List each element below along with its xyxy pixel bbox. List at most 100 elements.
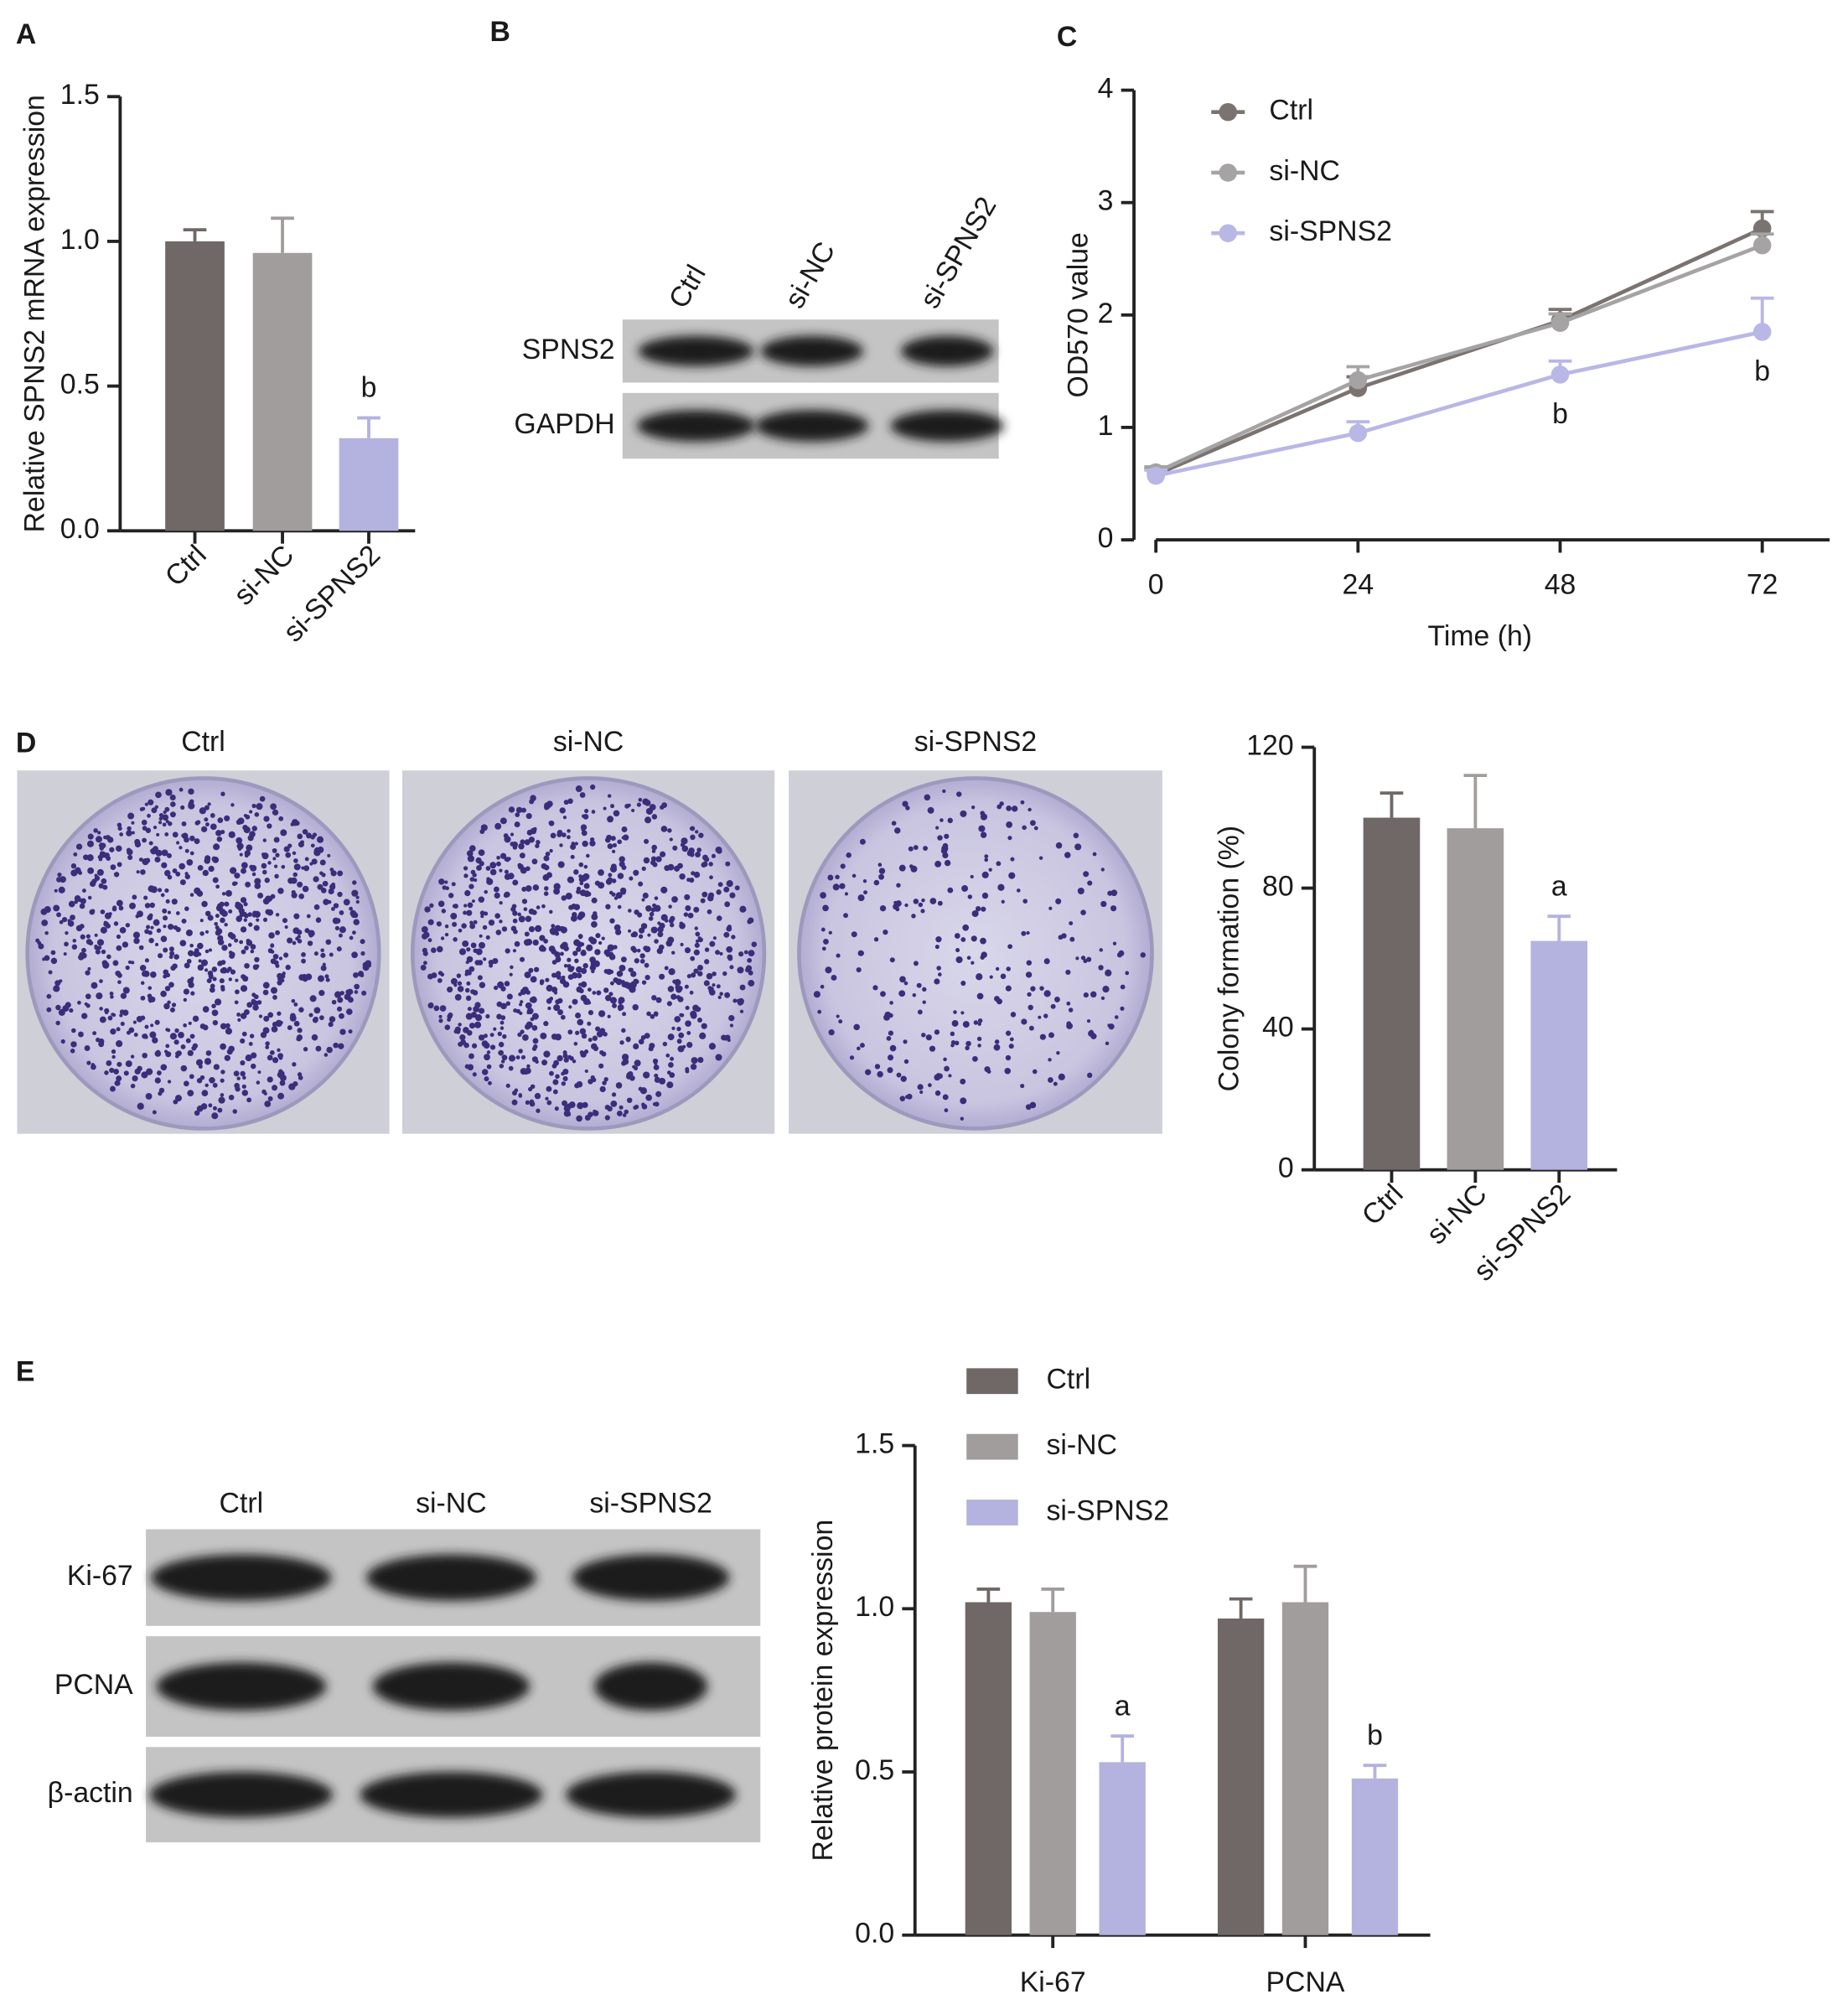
colony — [668, 904, 672, 909]
colony — [529, 1101, 536, 1107]
colony — [715, 1054, 722, 1061]
colony — [956, 791, 962, 797]
colony — [581, 1033, 588, 1039]
colony — [270, 950, 275, 954]
colony — [234, 873, 241, 879]
colony — [680, 942, 684, 946]
colony — [960, 1011, 965, 1015]
colony — [912, 993, 917, 997]
colony — [899, 1096, 906, 1101]
colony — [258, 1014, 263, 1018]
colony — [646, 1011, 651, 1017]
colony — [922, 987, 927, 992]
x-tick-label: si-NC — [228, 539, 301, 612]
colony — [154, 1077, 161, 1084]
colony — [476, 865, 482, 871]
colony — [180, 1044, 186, 1049]
colony — [470, 1012, 477, 1018]
lane-label: Ctrl — [220, 1487, 264, 1519]
colony — [298, 974, 305, 981]
row-label: β-actin — [48, 1777, 133, 1809]
colony — [685, 904, 691, 911]
colony — [994, 1039, 1000, 1044]
colony — [960, 981, 966, 987]
colony — [534, 966, 540, 972]
colony — [938, 972, 942, 976]
colony — [838, 1019, 843, 1024]
colony — [934, 1029, 940, 1035]
colony — [478, 1034, 485, 1041]
colony — [275, 930, 281, 935]
colony — [654, 939, 659, 944]
colony — [241, 974, 246, 980]
colony — [703, 980, 710, 987]
colony — [524, 931, 530, 937]
colony — [592, 991, 597, 995]
colony — [457, 981, 463, 986]
colony — [553, 1004, 561, 1012]
colony — [524, 971, 531, 979]
colony — [977, 1044, 981, 1048]
bar — [1281, 1602, 1329, 1935]
bar — [165, 241, 225, 531]
colony — [820, 984, 825, 989]
colony — [961, 884, 969, 892]
colony — [835, 874, 840, 880]
colony — [35, 938, 40, 943]
blot-band — [365, 1554, 536, 1601]
colony — [228, 909, 233, 914]
colony — [609, 981, 614, 986]
blot-band — [890, 410, 1004, 442]
colony — [1086, 956, 1092, 962]
colony — [458, 948, 467, 956]
colony — [349, 906, 353, 911]
colony — [590, 960, 597, 966]
colony — [825, 966, 832, 974]
colony — [267, 861, 272, 865]
colony — [935, 826, 940, 830]
colony — [1008, 872, 1016, 879]
colony — [479, 941, 485, 949]
colony — [1005, 1054, 1012, 1061]
colony — [973, 1020, 979, 1025]
colony — [560, 951, 564, 956]
colony — [589, 964, 597, 971]
colony — [857, 894, 865, 902]
colony — [224, 922, 228, 927]
colony — [498, 1041, 505, 1048]
colony — [665, 940, 673, 947]
colony — [1005, 1030, 1012, 1036]
colony — [722, 971, 727, 976]
colony — [909, 864, 914, 869]
colony — [189, 851, 194, 856]
colony — [53, 904, 60, 912]
colony — [144, 903, 151, 909]
colony — [827, 874, 834, 881]
colony — [338, 1043, 344, 1049]
colony — [241, 1084, 246, 1089]
colony — [519, 1002, 523, 1007]
colony — [293, 863, 301, 871]
colony — [570, 854, 575, 859]
colony — [212, 1019, 219, 1026]
colony — [971, 935, 977, 942]
colony — [729, 1023, 734, 1028]
colony — [1007, 944, 1013, 950]
colony — [422, 951, 428, 956]
colony — [158, 816, 163, 821]
colony — [277, 980, 282, 986]
colony — [287, 843, 292, 848]
colony — [578, 988, 584, 994]
colony — [887, 1054, 894, 1061]
colony — [234, 881, 238, 885]
colony — [310, 843, 315, 848]
colony — [701, 1023, 707, 1029]
y-tick-label: 1.5 — [60, 79, 100, 111]
colony — [145, 1068, 153, 1075]
colony — [666, 1001, 672, 1007]
colony — [557, 861, 565, 868]
colony — [638, 797, 643, 802]
colony — [684, 894, 691, 900]
colony — [697, 1018, 703, 1023]
colony — [510, 906, 516, 912]
